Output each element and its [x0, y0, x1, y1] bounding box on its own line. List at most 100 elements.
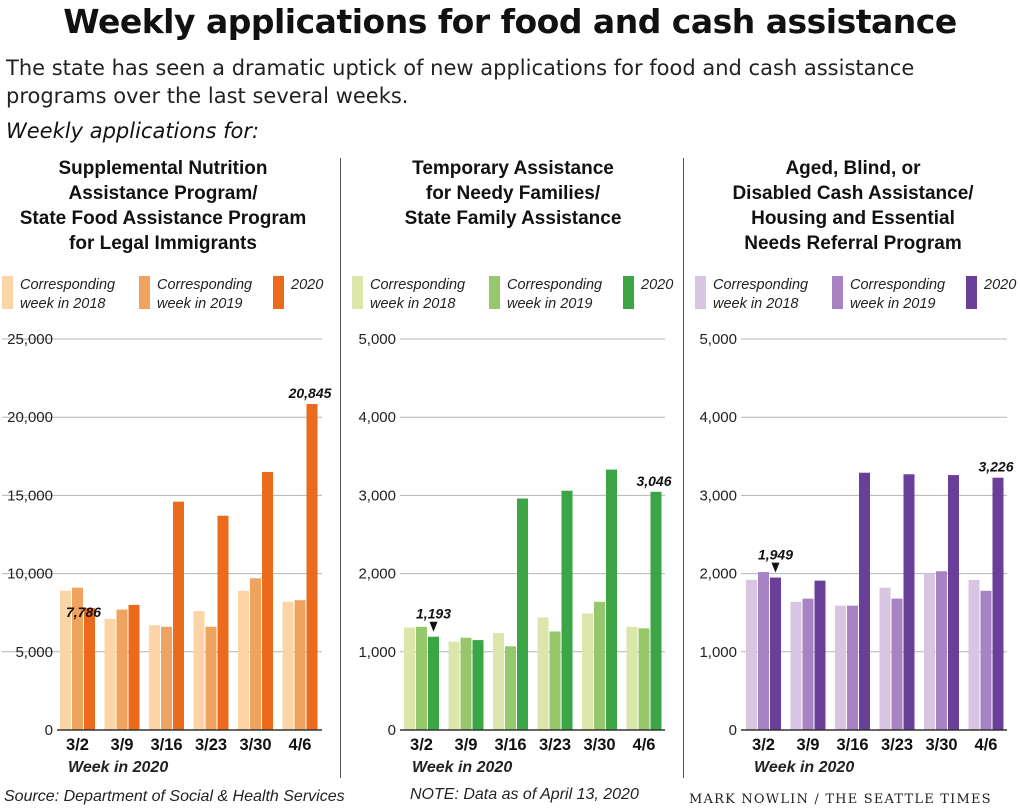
x-axis-label: Week in 2020	[412, 759, 512, 776]
bar	[948, 475, 959, 730]
legend-label: week in 2018	[370, 296, 455, 312]
bar	[84, 608, 95, 730]
data-label: 1,193	[416, 606, 451, 622]
y-tick-label: 1,000	[358, 644, 396, 661]
chart-title-line: for Needy Families/	[426, 183, 601, 204]
bar	[448, 641, 460, 730]
data-label: 3,046	[636, 473, 671, 489]
legend-label: 2020	[983, 277, 1016, 293]
chart-panel: Temporary Assistance for Needy Families/S…	[352, 158, 673, 776]
legend-swatch	[2, 276, 13, 309]
bar	[802, 598, 814, 730]
bar	[968, 579, 980, 730]
chart-title-line: State Food Assistance Program	[20, 208, 306, 229]
legend-swatch	[352, 276, 363, 309]
bar	[549, 631, 561, 730]
x-tick-label: 3/23	[881, 736, 913, 754]
bar	[205, 626, 217, 730]
legend-label: week in 2018	[20, 296, 105, 312]
legend-label: week in 2019	[850, 296, 935, 312]
bar	[992, 477, 1004, 730]
bar	[814, 580, 826, 730]
y-tick-label: 4,000	[699, 409, 737, 426]
y-tick-label: 2,000	[358, 566, 396, 583]
x-tick-label: 3/16	[494, 736, 526, 754]
y-tick-label: 3,000	[358, 487, 396, 504]
bar	[193, 611, 205, 730]
data-note: NOTE: Data as of April 13, 2020	[410, 786, 639, 803]
y-tick-label: 10,000	[7, 566, 53, 583]
bar	[60, 590, 71, 730]
legend-swatch	[273, 276, 284, 309]
legend-swatch	[966, 276, 977, 309]
chart-title-line: State Family Assistance	[405, 208, 622, 229]
bar	[835, 605, 846, 730]
legend-label: Corresponding	[850, 277, 945, 293]
y-tick-label: 25,000	[7, 331, 53, 348]
data-label: 1,949	[758, 547, 793, 563]
x-tick-label: 3/23	[195, 736, 227, 754]
legend-label: week in 2019	[157, 296, 242, 312]
source-note: Source: Department of Social & Health Se…	[4, 788, 345, 805]
chart-title-line: Temporary Assistance	[412, 158, 614, 179]
bar	[537, 617, 549, 730]
legend-label: Corresponding	[20, 277, 115, 293]
bar	[104, 618, 116, 730]
legend-swatch	[489, 276, 500, 309]
x-tick-label: 3/16	[150, 736, 182, 754]
legend-label: 2020	[640, 277, 673, 293]
chart-title-line: Supplemental Nutrition	[59, 158, 268, 179]
bar	[294, 600, 306, 730]
bar	[594, 601, 605, 730]
chart-title-line: Needs Referral Program	[744, 233, 962, 254]
bar	[282, 601, 294, 730]
bar	[404, 627, 415, 730]
bar	[416, 626, 427, 730]
data-label: 7,786	[66, 604, 101, 620]
bar	[758, 572, 769, 730]
y-tick-label: 3,000	[699, 487, 737, 504]
bar	[980, 590, 992, 730]
chart-panel: Supplemental Nutrition Assistance Program…	[2, 158, 332, 776]
chart-panel: Aged, Blind, or Disabled Cash Assistance/…	[695, 158, 1016, 776]
bar	[936, 571, 947, 730]
x-tick-label: 3/2	[410, 736, 433, 754]
y-tick-label: 15,000	[7, 487, 53, 504]
y-tick-label: 5,000	[699, 331, 737, 348]
data-label-arrow	[429, 621, 438, 632]
chart-title-line: Housing and Essential	[751, 208, 955, 229]
x-axis-label: Week in 2020	[754, 759, 854, 776]
panel-divider	[340, 158, 341, 778]
x-tick-label: 3/30	[239, 736, 271, 754]
bar	[262, 471, 273, 730]
legend-swatch	[623, 276, 634, 309]
y-tick-label: 0	[388, 722, 396, 739]
bar	[116, 609, 128, 730]
legend-label: Corresponding	[370, 277, 465, 293]
page-title: Weekly applications for food and cash as…	[63, 2, 957, 41]
chart-title-line: Aged, Blind, or	[785, 158, 921, 179]
y-tick-label: 1,000	[699, 644, 737, 661]
bar	[859, 472, 870, 730]
legend-label: Corresponding	[713, 277, 808, 293]
x-tick-label: 4/6	[975, 736, 998, 754]
legend-label: week in 2019	[507, 296, 592, 312]
bar	[638, 628, 650, 730]
bar	[561, 490, 573, 730]
bar	[306, 403, 318, 730]
x-tick-label: 3/2	[66, 736, 89, 754]
legend-label: Corresponding	[507, 277, 602, 293]
bar	[891, 598, 903, 730]
bar	[924, 573, 935, 730]
bar	[149, 625, 160, 730]
x-tick-label: 3/23	[539, 736, 571, 754]
x-tick-label: 3/30	[583, 736, 615, 754]
data-label-arrow	[771, 562, 780, 573]
y-tick-label: 0	[45, 722, 53, 739]
chart-title-line: Disabled Cash Assistance/	[732, 183, 974, 204]
legend-label: 2020	[290, 277, 323, 293]
x-tick-label: 3/9	[797, 736, 820, 754]
y-tick-label: 5,000	[15, 644, 53, 661]
bar	[72, 587, 83, 730]
